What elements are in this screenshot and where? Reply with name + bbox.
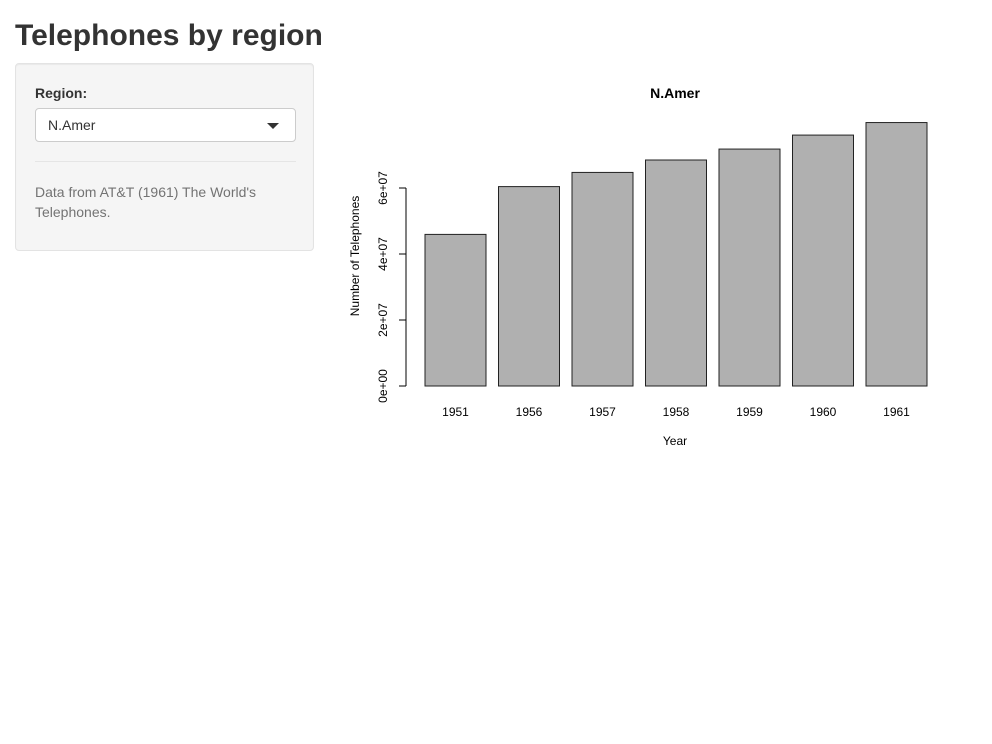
region-select[interactable]: N.Amer <box>35 108 296 142</box>
bar-1957 <box>571 171 634 387</box>
x-tick-label-1957: 1957 <box>589 405 616 419</box>
help-text: Data from AT&T (1961) The World's Teleph… <box>35 184 257 220</box>
x-tick-labels: 1951 1956 1957 1958 1959 1960 1961 <box>442 405 910 419</box>
bar-1959 <box>718 148 781 387</box>
caret-down-icon[interactable] <box>267 123 279 129</box>
bar-1958 <box>645 159 707 387</box>
x-tick-label-1958: 1958 <box>663 405 690 419</box>
bar-1951 <box>424 233 487 387</box>
bar-1956 <box>498 186 560 387</box>
region-select-value: N.Amer <box>48 117 96 133</box>
divider <box>35 161 296 162</box>
x-axis-label: Year <box>663 434 687 448</box>
y-tick-label-2e+07: 2e+07 <box>376 303 390 337</box>
sidebar-panel: Region: N.Amer Data from AT&T (1961) The… <box>15 63 314 251</box>
page-title: Telephones by region <box>15 19 323 52</box>
bar-chart: N.Amer Year Number of Telephones 0e+00 2e… <box>348 85 928 448</box>
x-tick-label-1951: 1951 <box>442 405 469 419</box>
x-tick-label-1961: 1961 <box>883 405 910 419</box>
plot-output: N.Amer Year Number of Telephones 0e+00 2e… <box>330 63 977 463</box>
y-tick-label-0e+00: 0e+00 <box>376 369 390 403</box>
x-tick-label-1956: 1956 <box>516 405 543 419</box>
y-axis-label: Number of Telephones <box>348 196 362 317</box>
bars-group <box>424 122 928 387</box>
x-tick-label-1960: 1960 <box>810 405 837 419</box>
x-tick-label-1959: 1959 <box>736 405 763 419</box>
chart-title: N.Amer <box>650 85 700 101</box>
bar-1961 <box>865 122 928 387</box>
y-axis: 0e+00 2e+07 4e+07 6e+07 <box>376 171 407 403</box>
y-tick-label-6e+07: 6e+07 <box>376 171 390 205</box>
region-label: Region: <box>35 85 88 101</box>
y-tick-label-4e+07: 4e+07 <box>376 237 390 271</box>
bar-1960 <box>792 134 854 387</box>
